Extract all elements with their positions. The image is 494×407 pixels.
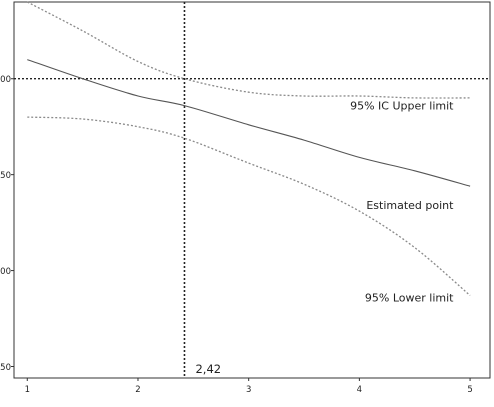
series-line-95-lower-limit (27, 116, 471, 296)
x-tick-label: 4 (357, 385, 362, 395)
series-layer (26, 1, 471, 296)
plot-frame (13, 1, 491, 379)
y-tick-label: ,50 (0, 363, 11, 373)
y-tick-label: ,50 (0, 171, 11, 181)
annotation-label: 95% IC Upper limit (350, 99, 454, 112)
annotation-layer: 95% IC Upper limit Estimated point 95% Low… (350, 99, 454, 304)
reference-line-label: 2,42 (195, 362, 221, 376)
x-tick-label: 1 (25, 385, 30, 395)
x-tick-label: 5 (467, 385, 472, 395)
series-line-estimated-point (27, 59, 471, 187)
series-line-95-ic-upper-limit (26, 1, 471, 99)
annotation-label: 95% Lower limit (365, 291, 454, 304)
x-tick-label: 2 (135, 385, 140, 395)
y-tick-label: ,00 (0, 75, 11, 85)
reference-lines: 2,42 (14, 2, 490, 378)
annotation-label: Estimated point (366, 199, 454, 212)
x-tick-label: 3 (246, 385, 251, 395)
y-tick-label: ,00 (0, 267, 11, 277)
